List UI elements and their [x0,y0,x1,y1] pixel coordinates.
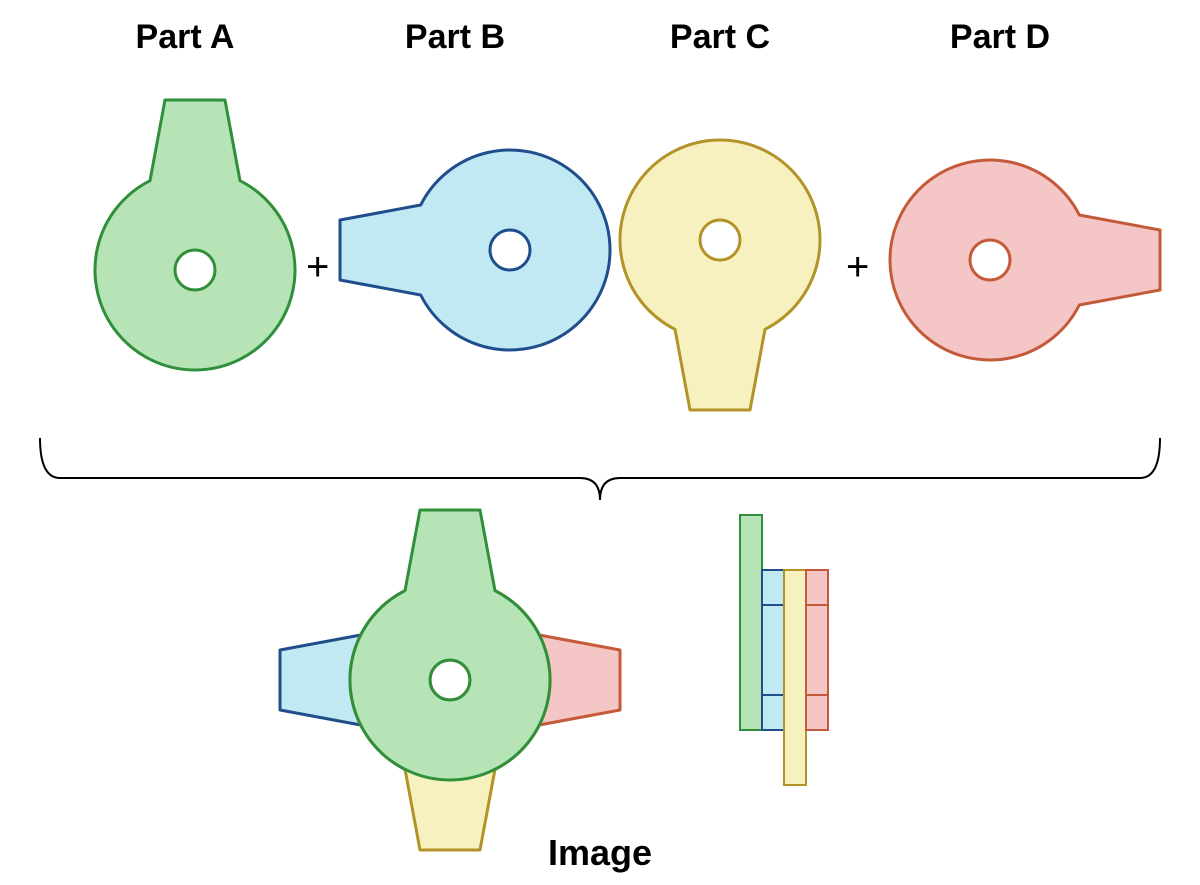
assembled-top-view [270,490,630,850]
label-part-b: Part B [355,18,555,57]
plus-1: + [306,245,329,290]
plus-3: + [846,245,869,290]
shape-part-d [870,130,1170,390]
shape-part-b [330,120,610,380]
label-part-c: Part C [620,18,820,57]
label-image: Image [500,832,700,874]
shape-part-a [85,70,305,390]
shape-part-c [610,130,830,450]
assembled-side-view [710,500,910,820]
label-part-a: Part A [85,18,285,57]
label-part-d: Part D [900,18,1100,57]
